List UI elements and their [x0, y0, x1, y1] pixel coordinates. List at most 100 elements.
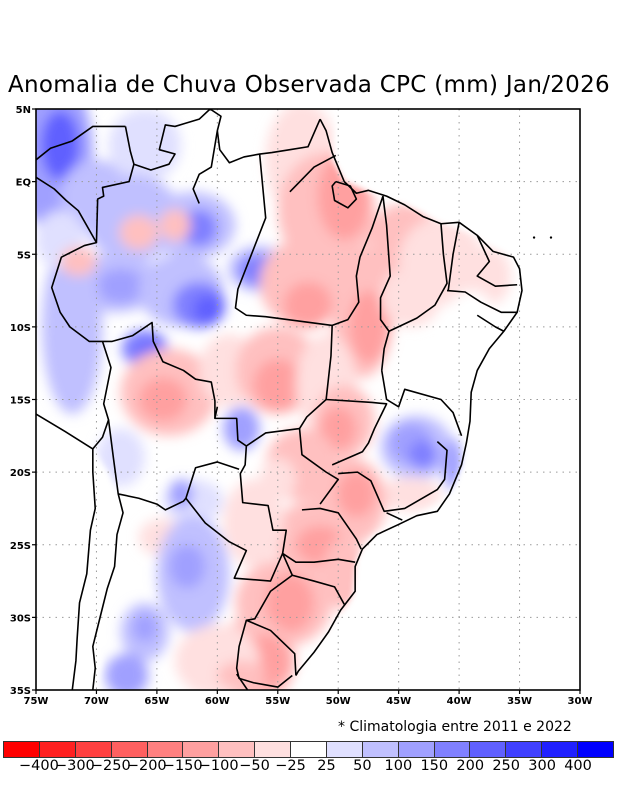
colorbar-label: 250 [492, 758, 521, 774]
colorbar-label: −150 [162, 758, 203, 774]
colorbar [3, 741, 614, 758]
lat-label: 20S [10, 468, 31, 479]
colorbar-swatch [255, 742, 291, 757]
lon-label: 65W [144, 696, 169, 707]
anomaly-patch [159, 209, 191, 242]
colorbar-swatch [326, 742, 363, 757]
colorbar-label: −250 [90, 758, 131, 774]
colorbar-swatch [434, 742, 471, 757]
lat-label: 35S [10, 686, 31, 697]
colorbar-label: 100 [384, 758, 413, 774]
colorbar-label: 200 [456, 758, 485, 774]
lon-label: 45W [386, 696, 411, 707]
anomaly-patch [223, 406, 260, 451]
lon-label: 75W [24, 696, 49, 707]
border-north [124, 109, 321, 171]
colorbar-swatch [470, 742, 507, 757]
colorbar-swatch [291, 742, 327, 757]
anomaly-patch [217, 660, 266, 690]
anomaly-patch [96, 268, 145, 304]
colorbar-swatch [39, 742, 76, 757]
anomaly-patch [119, 215, 159, 250]
state-rn [476, 235, 518, 288]
colorbar-label: −25 [275, 758, 306, 774]
anomaly-patch [168, 544, 206, 589]
chile-coast [71, 448, 97, 690]
lon-label: 55W [265, 696, 290, 707]
colorbar-label: −100 [198, 758, 239, 774]
colorbar-swatch [147, 742, 184, 757]
lat-label: 15S [10, 396, 31, 407]
anomaly-patch [223, 479, 284, 567]
island-marker [532, 236, 536, 239]
border-brazil-west [50, 163, 297, 676]
anomaly-patch [60, 246, 97, 277]
rio-plata [236, 673, 249, 690]
lat-label: EQ [16, 178, 31, 189]
anomaly-patch [408, 440, 438, 470]
lon-label: 30W [568, 696, 593, 707]
state-maranhao [379, 196, 392, 371]
coastline [295, 118, 523, 676]
state-parana-north [301, 507, 362, 550]
anomaly-patch [42, 239, 103, 415]
colorbar-swatch [75, 742, 112, 757]
colorbar-label: 400 [564, 758, 592, 774]
lon-label: 35W [507, 696, 532, 707]
lat-label: 10S [10, 323, 31, 334]
state-mt-ms [245, 427, 300, 447]
anomaly-patch [193, 294, 223, 324]
anomaly-patch [467, 246, 512, 306]
anomaly-patch [447, 290, 496, 349]
state-bahia-south [380, 370, 463, 437]
anomaly-patch [138, 377, 188, 422]
colorbar-swatch [398, 742, 435, 757]
island-marker [549, 236, 553, 239]
climatology-note: * Climatologia entre 2011 e 2022 [338, 719, 572, 735]
border-bolivia-south [118, 461, 240, 511]
state-alagoas [476, 314, 505, 332]
state-tocantins-goias [298, 195, 384, 505]
colorbar-swatch [111, 742, 148, 757]
colorbar-swatch [219, 742, 256, 757]
colorbar-label: 150 [420, 758, 449, 774]
map-title: Anomalia de Chuva Observada CPC (mm) Jan… [8, 72, 610, 98]
state-minas-south [338, 441, 448, 513]
colorbar-label: 25 [317, 758, 336, 774]
colorbar-label: 50 [353, 758, 372, 774]
anomaly-patch [283, 281, 333, 329]
state-ceara [447, 222, 460, 291]
anomaly-patch [181, 209, 218, 247]
lat-label: 5N [16, 105, 31, 116]
colorbar-swatch [542, 742, 578, 757]
colorbar-swatch [578, 742, 613, 757]
state-sc-north [282, 552, 356, 563]
ocean-mask [295, 109, 580, 690]
anomaly-patch [253, 358, 302, 412]
colorbar-labels: −400 −300 −250 −200 −150 −100 −50 −25 25 50 100 150… [0, 758, 618, 778]
border-paraguay [185, 497, 284, 582]
lat-label: 5S [17, 250, 31, 261]
lat-label: 30S [10, 613, 31, 624]
state-piaui [388, 223, 448, 332]
state-para-south [234, 153, 333, 327]
colorbar-label: 300 [528, 758, 556, 774]
colorbar-label: −50 [239, 758, 270, 774]
lat-label: 25S [10, 541, 31, 552]
anomaly-patch [168, 479, 194, 509]
lon-label: 50W [326, 696, 351, 707]
marajo-island [331, 180, 358, 209]
state-mt-bolivia [214, 406, 219, 419]
state-goias-minas [326, 398, 388, 466]
anomaly-patch [380, 476, 441, 512]
state-rs-north [292, 574, 345, 605]
state-pernambuco [446, 289, 518, 314]
andes-mask [72, 450, 119, 690]
lon-label: 40W [447, 696, 472, 707]
lon-label: 60W [205, 696, 230, 707]
lon-label: 70W [84, 696, 109, 707]
colorbar-swatch [362, 742, 399, 757]
colorbar-label: −400 [19, 758, 59, 774]
colorbar-label: −300 [54, 758, 95, 774]
